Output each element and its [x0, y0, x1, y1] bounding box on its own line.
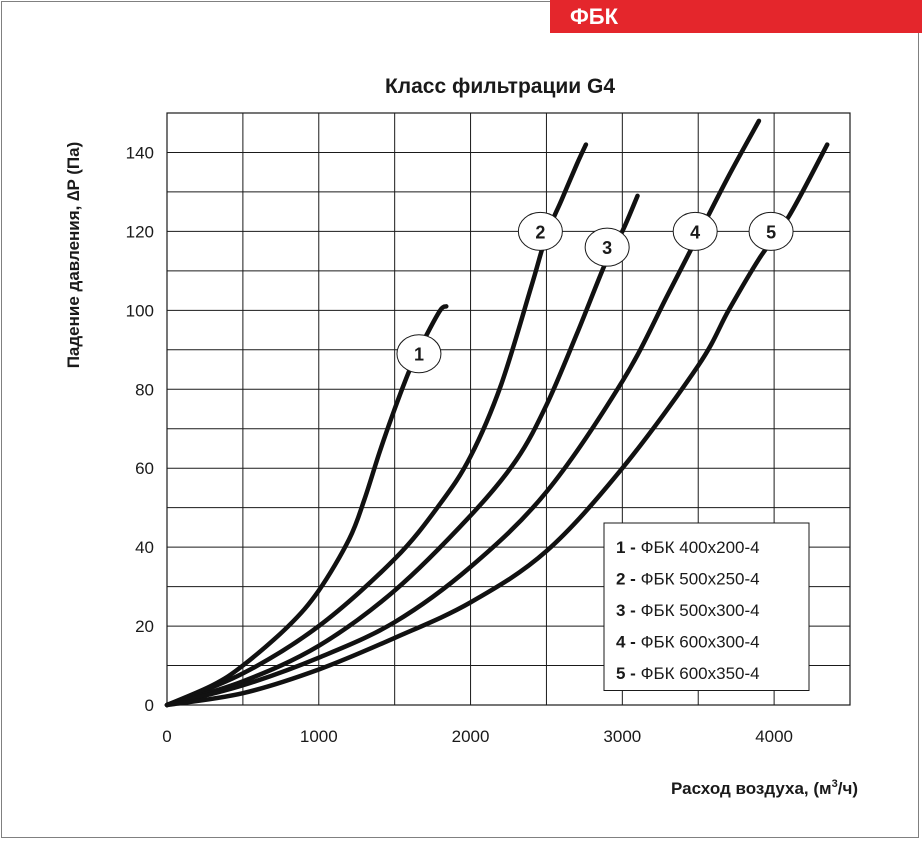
tick-labels: 0 1000 2000 3000 4000 0 20 40 60 80 100 120 140 [126, 143, 793, 746]
curve-label-4: 4 [672, 211, 718, 251]
curve-label-text: 3 [602, 238, 612, 258]
y-tick-label: 0 [145, 696, 154, 715]
y-axis-label: Падение давления, ∆P (Па) [64, 142, 83, 369]
legend: 1 - ФБК 400х200-4 2 - ФБК 500х250-4 3 - ФБ… [603, 522, 810, 691]
series-line-5 [164, 142, 830, 708]
legend-item-4: 4 - ФБК 600х300-4 [616, 633, 760, 652]
curve-label-2: 2 [517, 211, 563, 251]
plot-border [166, 112, 851, 706]
y-tick-label: 80 [135, 380, 154, 399]
y-tick-label: 140 [126, 143, 154, 162]
y-tick-label: 40 [135, 538, 154, 557]
x-tick-label: 0 [162, 727, 171, 746]
legend-item-2: 2 - ФБК 500х250-4 [616, 570, 760, 589]
x-tick-label: 3000 [603, 727, 641, 746]
chart-title: Класс фильтрации G4 [385, 75, 615, 98]
curve-label-text: 2 [535, 222, 545, 242]
curve-label-circle [584, 227, 630, 267]
x-tick-label: 4000 [755, 727, 793, 746]
y-tick-label: 120 [126, 222, 154, 241]
brand-tab: ФБК [550, 0, 922, 33]
y-tick-label: 100 [126, 301, 154, 320]
curve-label-circle [748, 211, 794, 251]
curve-labels: 1 2 3 4 5 [396, 211, 794, 374]
series-line-2 [164, 142, 589, 708]
curve-label-circle [517, 211, 563, 251]
legend-item-1: 1 - ФБК 400х200-4 [616, 538, 760, 557]
grid [166, 112, 851, 706]
curve-label-text: 1 [414, 345, 424, 365]
x-tick-label: 2000 [452, 727, 490, 746]
curve-label-text: 4 [690, 222, 700, 242]
legend-box [603, 522, 810, 691]
curve-label-circle [396, 334, 442, 374]
y-tick-label: 60 [135, 459, 154, 478]
x-tick-label: 1000 [300, 727, 338, 746]
legend-item-5: 5 - ФБК 600х350-4 [616, 664, 760, 683]
curve-label-1: 1 [396, 334, 442, 374]
series-line-3 [164, 193, 640, 708]
curve-label-3: 3 [584, 227, 630, 267]
curve-label-text: 5 [766, 222, 776, 242]
curve-label-circle [672, 211, 718, 251]
legend-item-3: 3 - ФБК 500х300-4 [616, 601, 760, 620]
y-tick-label: 20 [135, 617, 154, 636]
curve-label-5: 5 [748, 211, 794, 251]
x-axis-label: Расход воздуха, (м3/ч) [671, 778, 858, 798]
